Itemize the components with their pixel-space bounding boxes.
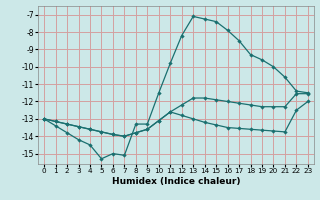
X-axis label: Humidex (Indice chaleur): Humidex (Indice chaleur) [112,177,240,186]
